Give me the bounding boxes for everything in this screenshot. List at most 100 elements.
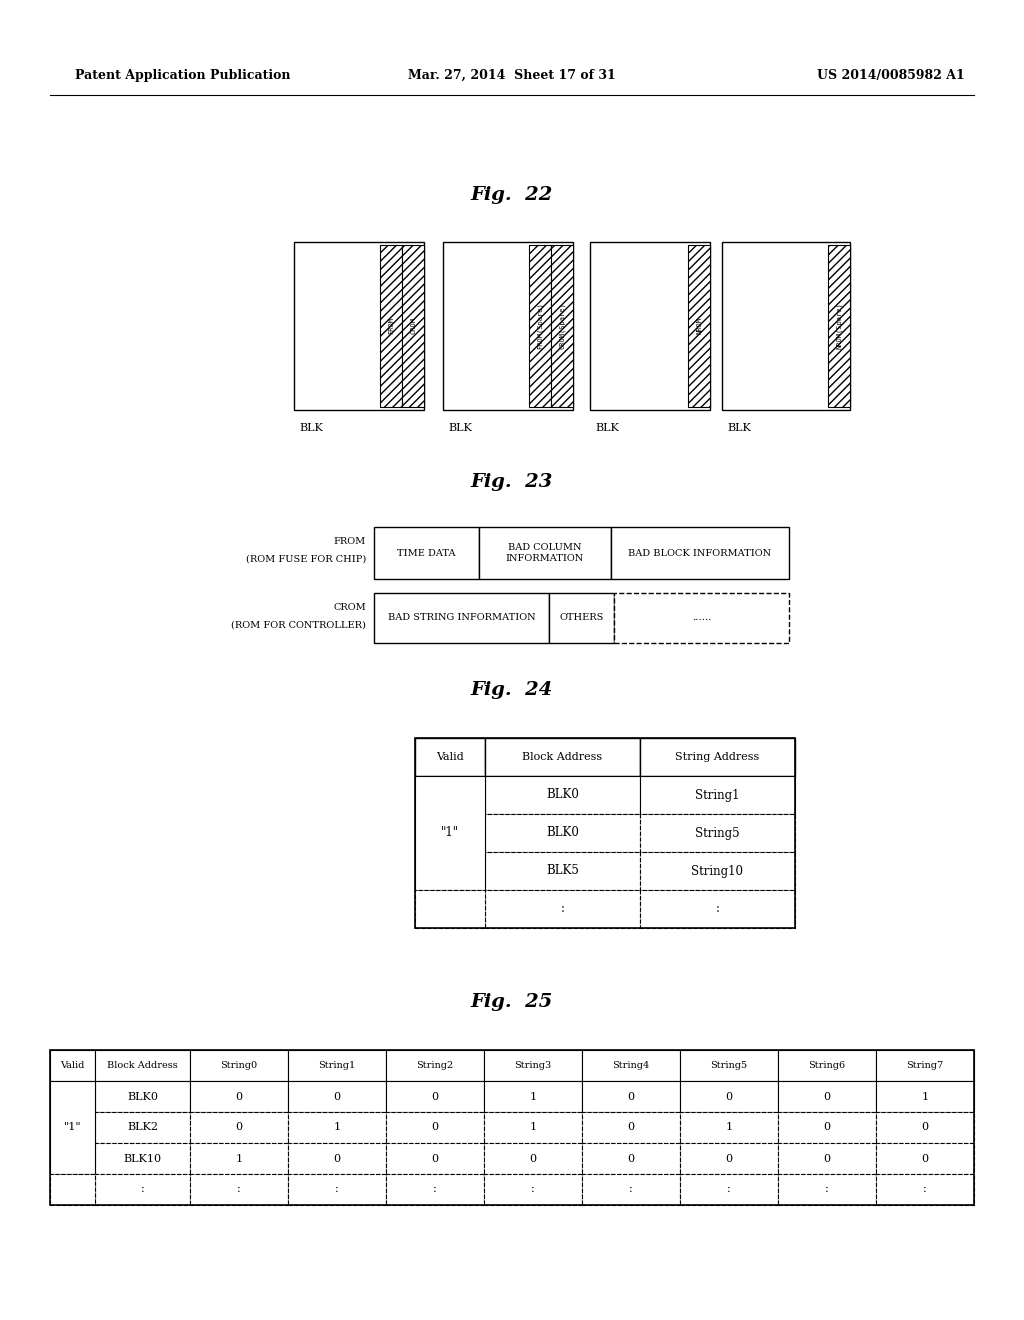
Bar bbox=[582, 1111, 680, 1143]
Text: 0: 0 bbox=[431, 1154, 438, 1163]
Bar bbox=[640, 851, 795, 890]
Text: BLK5: BLK5 bbox=[546, 865, 579, 878]
Text: US 2014/0085982 A1: US 2014/0085982 A1 bbox=[817, 69, 965, 82]
Bar bbox=[386, 1173, 484, 1205]
Text: BLK0: BLK0 bbox=[546, 826, 579, 840]
Bar bbox=[680, 1049, 778, 1081]
Text: Valid: Valid bbox=[436, 752, 464, 762]
Text: String10: String10 bbox=[691, 865, 743, 878]
Text: NROM(Spare): NROM(Spare) bbox=[836, 302, 843, 350]
Text: (ROM FUSE FOR CHIP): (ROM FUSE FOR CHIP) bbox=[246, 554, 366, 564]
Bar bbox=[50, 1173, 95, 1205]
Text: 1: 1 bbox=[236, 1154, 243, 1163]
Bar bbox=[680, 1143, 778, 1173]
Bar bbox=[549, 593, 614, 643]
Text: Patent Application Publication: Patent Application Publication bbox=[75, 69, 291, 82]
Text: CROM: CROM bbox=[410, 318, 416, 334]
Text: String2: String2 bbox=[417, 1061, 454, 1071]
Bar bbox=[386, 1111, 484, 1143]
Text: :: : bbox=[560, 903, 564, 916]
Text: :: : bbox=[825, 1184, 828, 1195]
Bar bbox=[294, 242, 424, 411]
Bar bbox=[386, 1049, 484, 1081]
Bar bbox=[876, 1143, 974, 1173]
Bar bbox=[443, 242, 573, 411]
Bar bbox=[288, 1049, 386, 1081]
Bar bbox=[778, 1111, 876, 1143]
Text: TIME DATA: TIME DATA bbox=[397, 549, 456, 557]
Text: :: : bbox=[433, 1184, 437, 1195]
Bar bbox=[50, 1049, 974, 1205]
Bar bbox=[386, 1143, 484, 1173]
Bar bbox=[611, 527, 790, 579]
Text: String5: String5 bbox=[711, 1061, 748, 1071]
Bar bbox=[190, 1111, 288, 1143]
Text: BLK: BLK bbox=[727, 422, 751, 433]
Bar bbox=[582, 1143, 680, 1173]
Bar bbox=[190, 1173, 288, 1205]
Bar bbox=[95, 1049, 190, 1081]
Text: "1": "1" bbox=[63, 1122, 81, 1133]
Text: BAD STRING INFORMATION: BAD STRING INFORMATION bbox=[388, 614, 536, 623]
Bar bbox=[484, 1111, 582, 1143]
Text: 0: 0 bbox=[628, 1092, 635, 1101]
Text: :: : bbox=[531, 1184, 535, 1195]
Text: "1": "1" bbox=[441, 826, 459, 840]
Text: 1: 1 bbox=[334, 1122, 341, 1133]
Bar bbox=[288, 1173, 386, 1205]
Text: String4: String4 bbox=[612, 1061, 649, 1071]
Bar bbox=[640, 776, 795, 814]
Bar bbox=[590, 242, 710, 411]
Text: 0: 0 bbox=[334, 1154, 341, 1163]
Bar bbox=[876, 1081, 974, 1111]
Text: Block Address: Block Address bbox=[522, 752, 602, 762]
Bar bbox=[485, 851, 640, 890]
Text: CROM: CROM bbox=[333, 602, 366, 611]
Text: BLK10: BLK10 bbox=[124, 1154, 162, 1163]
Bar bbox=[640, 814, 795, 851]
Text: 0: 0 bbox=[922, 1154, 929, 1163]
Bar bbox=[484, 1081, 582, 1111]
Bar bbox=[680, 1173, 778, 1205]
Text: 0: 0 bbox=[236, 1122, 243, 1133]
Bar bbox=[485, 738, 640, 776]
Bar bbox=[190, 1049, 288, 1081]
Text: Fig.  25: Fig. 25 bbox=[471, 993, 553, 1011]
Text: :: : bbox=[716, 903, 720, 916]
Bar bbox=[415, 776, 485, 890]
Text: NROM: NROM bbox=[696, 318, 702, 334]
Bar bbox=[415, 890, 485, 928]
Bar bbox=[485, 776, 640, 814]
Text: OTHERS: OTHERS bbox=[559, 614, 604, 623]
Bar bbox=[50, 1049, 95, 1081]
Text: Block Address: Block Address bbox=[108, 1061, 178, 1071]
Text: CROM(Spare): CROM(Spare) bbox=[559, 302, 565, 350]
Text: 1: 1 bbox=[529, 1092, 537, 1101]
Bar bbox=[402, 246, 424, 407]
Bar bbox=[778, 1081, 876, 1111]
Bar bbox=[640, 890, 795, 928]
Text: String5: String5 bbox=[695, 826, 739, 840]
Text: :: : bbox=[238, 1184, 241, 1195]
Bar bbox=[582, 1173, 680, 1205]
Bar bbox=[484, 1049, 582, 1081]
Text: FROM(Spare): FROM(Spare) bbox=[537, 302, 544, 350]
Text: (ROM FOR CONTROLLER): (ROM FOR CONTROLLER) bbox=[231, 620, 366, 630]
Bar bbox=[688, 246, 710, 407]
Text: String0: String0 bbox=[220, 1061, 258, 1071]
Text: 0: 0 bbox=[431, 1122, 438, 1133]
Text: 1: 1 bbox=[725, 1122, 732, 1133]
Bar bbox=[876, 1049, 974, 1081]
Text: FROM: FROM bbox=[388, 318, 394, 334]
Bar bbox=[479, 527, 611, 579]
Bar bbox=[582, 1081, 680, 1111]
Bar bbox=[876, 1111, 974, 1143]
Bar bbox=[485, 890, 640, 928]
Text: 1: 1 bbox=[529, 1122, 537, 1133]
Bar bbox=[374, 593, 549, 643]
Bar bbox=[95, 1111, 190, 1143]
Bar bbox=[95, 1143, 190, 1173]
Text: 0: 0 bbox=[725, 1092, 732, 1101]
Bar bbox=[95, 1173, 190, 1205]
Bar bbox=[386, 1081, 484, 1111]
